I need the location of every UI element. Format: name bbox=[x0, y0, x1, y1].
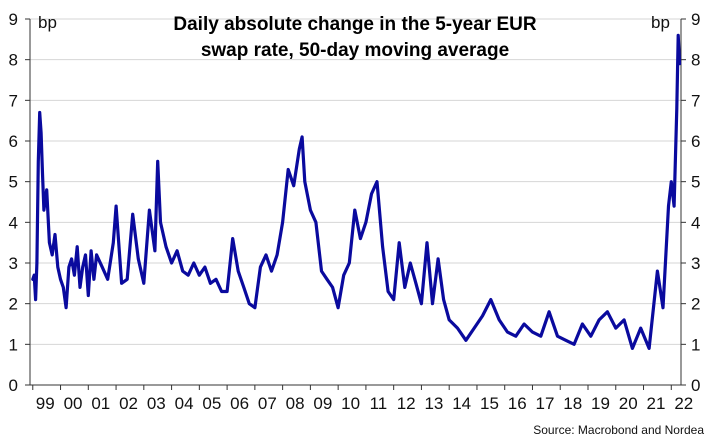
y-tick-label-right: 2 bbox=[691, 295, 700, 314]
x-tick-label: 02 bbox=[119, 394, 138, 413]
y-axis-left-ticks: 0 1 2 3 4 5 6 7 8 9 bbox=[9, 10, 30, 395]
y-unit-right: bp bbox=[651, 13, 670, 32]
y-tick-label-left: 8 bbox=[9, 51, 18, 70]
y-tick-label-right: 3 bbox=[691, 254, 700, 273]
x-tick-label: 22 bbox=[674, 394, 693, 413]
x-tick-label: 14 bbox=[452, 394, 471, 413]
x-tick-label: 99 bbox=[36, 394, 55, 413]
chart-title-line-2: swap rate, 50-day moving average bbox=[201, 40, 509, 61]
y-tick-label-left: 7 bbox=[9, 91, 18, 110]
y-tick-label-right: 8 bbox=[691, 51, 700, 70]
source-note: Source: Macrobond and Nordea bbox=[533, 423, 704, 437]
x-tick-label: 07 bbox=[258, 394, 277, 413]
axes bbox=[29, 19, 682, 386]
y-tick-label-left: 9 bbox=[9, 10, 18, 29]
y-tick-label-right: 9 bbox=[691, 10, 700, 29]
y-tick-label-right: 5 bbox=[691, 173, 700, 192]
x-tick-label: 00 bbox=[64, 394, 83, 413]
y-tick-label-right: 4 bbox=[691, 213, 700, 232]
x-tick-label: 03 bbox=[147, 394, 166, 413]
x-axis-ticks: 99 00 01 02 03 04 05 06 07 08 09 10 11 12 13 14 15 16 17 18… bbox=[32, 385, 693, 413]
y-tick-label-right: 6 bbox=[691, 132, 700, 151]
chart-title-line-1: Daily absolute change in the 5-year EUR bbox=[173, 14, 536, 35]
x-tick-label: 16 bbox=[508, 394, 527, 413]
y-tick-label-left: 1 bbox=[9, 335, 18, 354]
y-tick-label-right: 7 bbox=[691, 91, 700, 110]
y-tick-label-right: 0 bbox=[691, 376, 700, 395]
y-tick-label-left: 4 bbox=[9, 213, 18, 232]
y-tick-label-left: 5 bbox=[9, 173, 18, 192]
series-group bbox=[31, 33, 682, 350]
x-tick-label: 10 bbox=[341, 394, 360, 413]
x-tick-label: 15 bbox=[480, 394, 499, 413]
grid-lines bbox=[30, 18, 681, 345]
y-tick-label-right: 1 bbox=[691, 335, 700, 354]
y-unit-left: bp bbox=[38, 13, 57, 32]
x-tick-label: 01 bbox=[91, 394, 110, 413]
x-tick-label: 08 bbox=[286, 394, 305, 413]
x-tick-label: 11 bbox=[370, 394, 388, 413]
x-tick-label: 13 bbox=[424, 394, 443, 413]
x-tick-label: 12 bbox=[397, 394, 416, 413]
series-line bbox=[31, 33, 682, 350]
y-tick-label-left: 3 bbox=[9, 254, 18, 273]
y-tick-label-left: 0 bbox=[9, 376, 18, 395]
x-tick-label: 19 bbox=[591, 394, 610, 413]
y-axis-right-ticks: 0 1 2 3 4 5 6 7 8 9 bbox=[681, 10, 700, 395]
x-tick-label: 09 bbox=[313, 394, 332, 413]
x-tick-label: 18 bbox=[563, 394, 582, 413]
x-tick-label: 20 bbox=[619, 394, 638, 413]
x-tick-label: 04 bbox=[175, 394, 194, 413]
x-tick-label: 05 bbox=[202, 394, 221, 413]
x-tick-label: 17 bbox=[536, 394, 555, 413]
y-tick-label-left: 6 bbox=[9, 132, 18, 151]
y-tick-label-left: 2 bbox=[9, 295, 18, 314]
x-tick-label: 06 bbox=[230, 394, 249, 413]
x-tick-label: 21 bbox=[647, 394, 666, 413]
